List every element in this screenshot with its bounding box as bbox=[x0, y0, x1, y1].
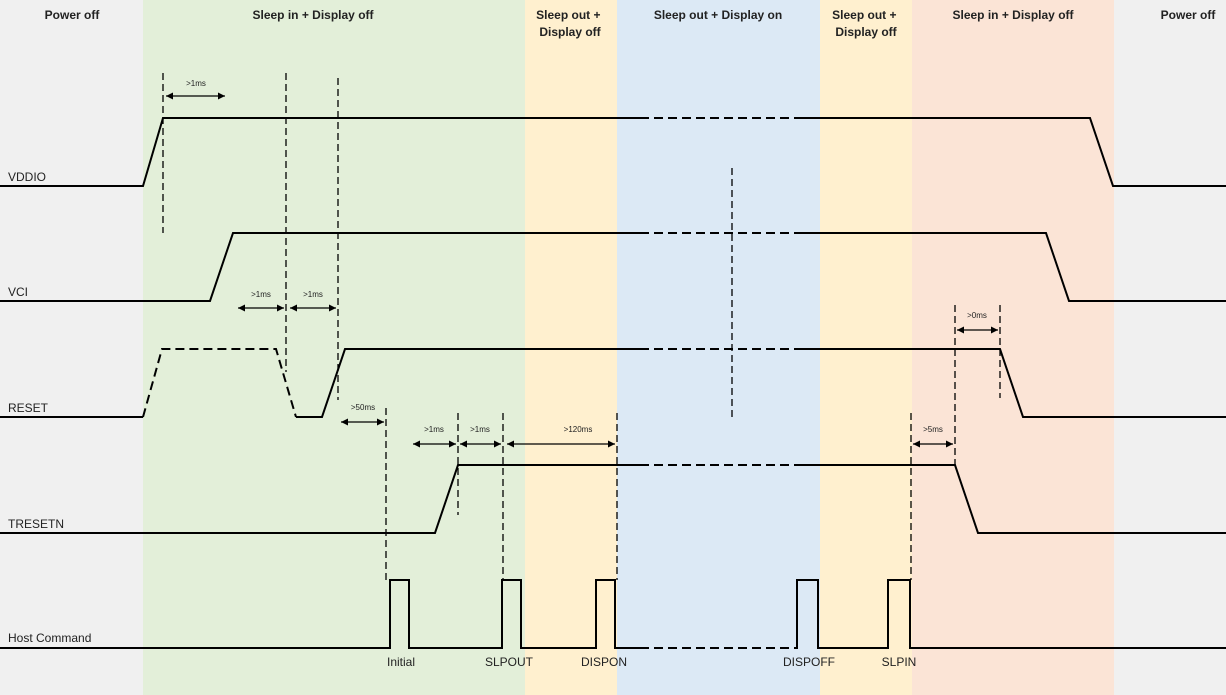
timing-slpin-to-tresetn-fall: >5ms bbox=[913, 425, 953, 448]
timing-arrowhead-left bbox=[957, 326, 964, 334]
phase-header-sleep-in-start: Sleep in + Display off bbox=[252, 8, 374, 22]
timing-arrowhead-right bbox=[449, 440, 456, 448]
phase-header-power-off-end: Power off bbox=[1161, 8, 1217, 22]
timing-arrowhead-left bbox=[460, 440, 467, 448]
timing-arrowhead-left bbox=[913, 440, 920, 448]
timing-reset-low: >1ms bbox=[290, 290, 336, 312]
phase-header-sleep-out-display-on: Sleep out + Display on bbox=[654, 8, 782, 22]
tresetn-waveform-rise bbox=[0, 464, 640, 534]
timing-arrowhead-right bbox=[608, 440, 615, 448]
timing-label: >0ms bbox=[967, 311, 987, 320]
timing-vci-to-reset-fall: >1ms bbox=[238, 290, 284, 312]
timing-reset-hold-before-fall: >0ms bbox=[957, 311, 998, 334]
waveforms bbox=[0, 117, 1226, 649]
timing-label: >1ms bbox=[424, 425, 444, 434]
timing-label: >5ms bbox=[923, 425, 943, 434]
timing-arrowhead-right bbox=[991, 326, 998, 334]
phase-header-sleep-out-display-off-1: Sleep out + Display off bbox=[536, 8, 604, 39]
command-label-initial: Initial bbox=[387, 655, 415, 669]
timing-label: >1ms bbox=[470, 425, 490, 434]
vddio-waveform-fall bbox=[795, 117, 1226, 187]
command-label-dispoff: DISPOFF bbox=[783, 655, 835, 669]
timing-arrowhead-left bbox=[507, 440, 514, 448]
reset-waveform-fall bbox=[795, 348, 1226, 418]
command-label-slpout: SLPOUT bbox=[485, 655, 534, 669]
phase-header-power-off-start: Power off bbox=[45, 8, 101, 22]
timing-label: >120ms bbox=[564, 425, 593, 434]
timing-arrowhead-left bbox=[290, 304, 297, 312]
signal-label-tresetn: TRESETN bbox=[8, 517, 64, 531]
phase-band-sleep-in-end bbox=[912, 0, 1114, 695]
timing-arrowhead-right bbox=[377, 418, 384, 426]
timing-arrowhead-right bbox=[218, 92, 225, 100]
timing-arrowhead-right bbox=[329, 304, 336, 312]
timing-initial-to-tresetn: >1ms bbox=[413, 425, 456, 448]
phase-header-sleep-in-end: Sleep in + Display off bbox=[952, 8, 1074, 22]
timing-reset-to-initial: >50ms bbox=[341, 403, 384, 426]
timing-arrowhead-left bbox=[166, 92, 173, 100]
timing-label: >1ms bbox=[186, 79, 206, 88]
phase-band-sleep-in-start bbox=[143, 0, 525, 695]
phase-header-sleep-out-display-off-2-line1: Sleep out + bbox=[832, 8, 896, 22]
phase-header-sleep-out-display-off-1-line2: Display off bbox=[539, 25, 601, 39]
phase-band-sleep-out-display-off-1 bbox=[525, 0, 617, 695]
phase-band-power-off-end bbox=[1114, 0, 1226, 695]
timing-arrowhead-right bbox=[277, 304, 284, 312]
vci-waveform-fall bbox=[795, 232, 1226, 302]
host-command-waveform-right bbox=[795, 579, 1226, 649]
timing-label: >50ms bbox=[351, 403, 375, 412]
phase-header-sleep-out-display-off-2: Sleep out + Display off bbox=[832, 8, 900, 39]
vci-waveform-rise bbox=[0, 232, 640, 302]
signal-label-vci: VCI bbox=[8, 285, 28, 299]
timing-label: >1ms bbox=[251, 290, 271, 299]
signal-label-host-command: Host Command bbox=[8, 631, 91, 645]
command-label-dispon: DISPON bbox=[581, 655, 627, 669]
timing-label: >1ms bbox=[303, 290, 323, 299]
signal-label-reset: RESET bbox=[8, 401, 49, 415]
phase-band-sleep-out-display-off-2 bbox=[820, 0, 912, 695]
signal-labels: VDDIO VCI RESET TRESETN Host Command bbox=[8, 170, 91, 645]
signal-label-vddio: VDDIO bbox=[8, 170, 46, 184]
timing-arrowhead-right bbox=[494, 440, 501, 448]
timing-annotations: >1ms >1ms >1ms >0ms >50ms bbox=[166, 79, 998, 448]
timing-tresetn-to-slpout: >1ms bbox=[460, 425, 501, 448]
phase-header-sleep-out-display-off-2-line2: Display off bbox=[835, 25, 897, 39]
tresetn-waveform-fall bbox=[795, 464, 1226, 534]
command-labels: Initial SLPOUT DISPON DISPOFF SLPIN bbox=[387, 655, 916, 669]
phase-header-sleep-out-display-off-1-line1: Sleep out + bbox=[536, 8, 600, 22]
timing-slpout-to-dispon: >120ms bbox=[507, 425, 615, 448]
reset-waveform-undefined-pulse bbox=[142, 348, 297, 418]
timing-arrowhead-left bbox=[341, 418, 348, 426]
timing-arrowhead-left bbox=[413, 440, 420, 448]
guide-lines bbox=[162, 73, 1001, 580]
phase-band-sleep-out-display-on bbox=[617, 0, 820, 695]
timing-vddio-to-vci: >1ms bbox=[166, 79, 225, 100]
host-command-waveform-left bbox=[0, 579, 640, 649]
command-label-slpin: SLPIN bbox=[882, 655, 917, 669]
timing-arrowhead-right bbox=[946, 440, 953, 448]
timing-arrowhead-left bbox=[238, 304, 245, 312]
phase-headers: Power off Sleep in + Display off Sleep o… bbox=[45, 8, 1217, 39]
phase-band-power-off-start bbox=[0, 0, 143, 695]
vddio-waveform-rise bbox=[0, 117, 640, 187]
reset-waveform-rise bbox=[296, 348, 640, 418]
